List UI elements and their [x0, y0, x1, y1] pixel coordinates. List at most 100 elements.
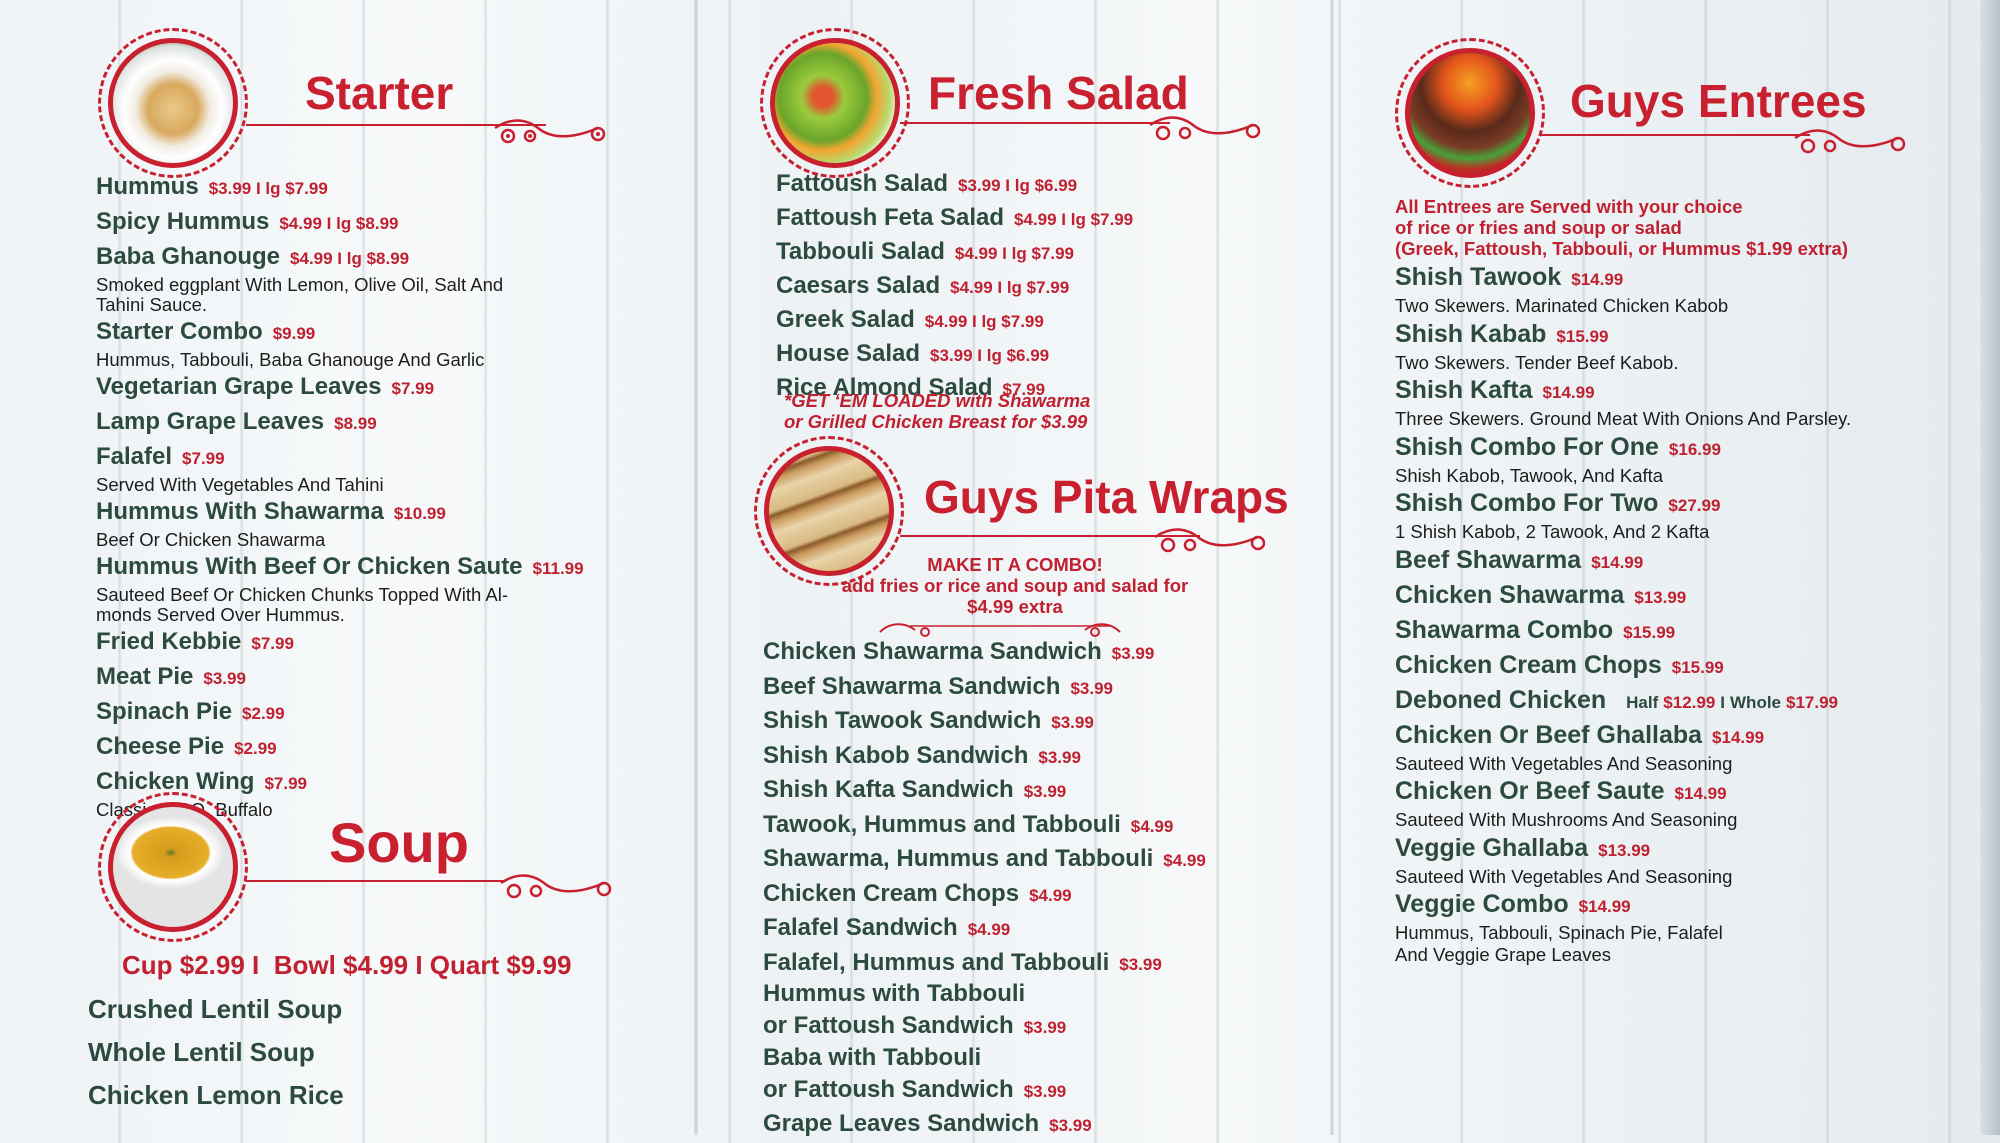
- section-title-starter: Starter: [305, 67, 454, 119]
- item-name-line: Shawarma Combo $15.99: [1395, 616, 1851, 648]
- item-name: Veggie Combo: [1395, 890, 1569, 918]
- item-price: $4.99: [1029, 885, 1072, 905]
- item-name-line: Chicken Or Beef Saute $14.99: [1395, 777, 1851, 809]
- menu-item: Spinach Pie $2.99: [96, 697, 584, 730]
- item-name-line: Baba with Tabbouli: [763, 1043, 1206, 1074]
- menu-item: Lamp Grape Leaves $8.99: [96, 407, 584, 440]
- item-price: $13.99: [1598, 840, 1651, 860]
- menu-item: Chicken Cream Chops $15.99: [1395, 651, 1851, 683]
- item-name: Shish Kafta: [1395, 376, 1533, 404]
- item-name-line: Fried Kebbie $7.99: [96, 627, 584, 660]
- item-description: Three Skewers. Ground Meat With Onions A…: [1395, 408, 1852, 429]
- item-name: Chicken Cream Chops: [763, 879, 1020, 907]
- item-name: Shish Kafta Sandwich: [763, 776, 1014, 803]
- item-name: Shish Combo For One: [1395, 432, 1659, 461]
- item-name: Tabbouli Salad: [776, 238, 945, 265]
- menu-item: Beef Shawarma $14.99: [1395, 546, 1851, 578]
- entrees-note: All Entrees are Served with your choice …: [1395, 196, 1848, 259]
- soup-bowl-image: [98, 792, 248, 942]
- swirl-ornament-icon: [1149, 116, 1261, 141]
- item-name: Spinach Pie: [96, 698, 233, 725]
- menu-item: Fattoush Feta Salad $4.99 I lg $7.99: [776, 202, 1133, 236]
- menu-item: Hummus $3.99 I lg $7.99: [96, 172, 584, 205]
- item-name: Shish Tawook: [1395, 263, 1562, 291]
- item-name: Fattoush Feta Salad: [776, 204, 1005, 231]
- item-description: Two Skewers. Tender Beef Kabob.: [1395, 351, 1679, 373]
- section-title-guys-pita-wraps: Guys Pita Wraps: [924, 471, 1289, 523]
- item-name-line: Tawook, Hummus and Tabbouli $4.99: [763, 809, 1206, 844]
- item-price: $11.99: [532, 559, 584, 578]
- menu-item: Beef Shawarma Sandwich $3.99: [763, 671, 1206, 706]
- swirl-ornament-icon: [500, 874, 612, 899]
- loaded-note: *GET ‘EM LOADED with Shawarma or Grilled…: [784, 390, 1090, 432]
- item-price: $4.99 I lg $7.99: [954, 244, 1074, 263]
- item-name-line: Falafel $7.99: [96, 442, 584, 475]
- menu-item: Falafel, Hummus and Tabbouli $3.99: [763, 947, 1206, 982]
- item-price: $4.99: [1163, 851, 1206, 870]
- item-name: Crushed Lentil Soup: [88, 994, 343, 1024]
- item-description: Sauteed Beef Or Chicken Chunks Topped Wi…: [96, 584, 509, 605]
- entrees-note-line: All Entrees are Served with your choice: [1395, 196, 1743, 217]
- menu-item: Chicken Or Beef Ghallaba $14.99 Sauteed Wi…: [1395, 721, 1851, 775]
- item-name: Chicken Wing: [96, 768, 255, 795]
- item-price: $14.99: [1542, 383, 1595, 402]
- item-price: $3.99 I lg $6.99: [930, 346, 1050, 365]
- item-name-line: Spicy Hummus $4.99 I lg $8.99: [96, 207, 584, 240]
- item-description: Smoked eggplant With Lemon, Olive Oil, S…: [96, 274, 504, 295]
- salad-item-list: Fattoush Salad $3.99 I lg $6.99 Fattoush F…: [776, 168, 1133, 406]
- item-name: Shish Kabob Sandwich: [763, 741, 1029, 769]
- swirl-ornament-icon: [1154, 528, 1266, 553]
- item-name-line: Falafel Sandwich $4.99: [763, 912, 1206, 947]
- item-name-line: Falafel, Hummus and Tabbouli $3.99: [763, 947, 1206, 982]
- menu-item: Meat Pie $3.99: [96, 662, 584, 695]
- section-title-fresh-salad: Fresh Salad: [928, 67, 1189, 119]
- loaded-note-line: *GET ‘EM LOADED with Shawarma: [784, 390, 1091, 411]
- menu-item: Falafel Sandwich $4.99: [763, 912, 1206, 947]
- item-name-line: Starter Combo $9.99: [96, 317, 584, 350]
- price-part: $17.99: [1786, 692, 1839, 712]
- item-name-line: Chicken Shawarma Sandwich $3.99: [763, 636, 1206, 671]
- title-rule: [900, 122, 1170, 124]
- item-name-line: Chicken Wing $7.99: [96, 767, 584, 800]
- item-name-line: Caesars Salad $4.99 I lg $7.99: [776, 270, 1133, 304]
- item-price: $4.99: [1130, 816, 1174, 836]
- item-name: Lamp Grape Leaves: [96, 408, 325, 435]
- panel-divider: [694, 0, 698, 1135]
- item-description: Hummus, Tabbouli, Spinach Pie, Falafel: [1395, 922, 1723, 943]
- item-price: $3.99: [1111, 644, 1155, 663]
- item-price: $3.99: [1038, 747, 1081, 767]
- item-price: $10.99: [393, 504, 446, 523]
- title-rule: [1540, 134, 1810, 136]
- item-price: $27.99: [1668, 496, 1721, 515]
- item-price: $15.99: [1671, 657, 1724, 677]
- title-rule: [900, 535, 1200, 537]
- kabob-skewers-image: [1395, 38, 1545, 188]
- item-name: Shawarma Combo: [1395, 615, 1614, 644]
- menu-item: Shawarma, Hummus and Tabbouli $4.99: [763, 843, 1206, 878]
- item-price: $7.99: [264, 774, 308, 793]
- menu-item: Shish Kabob Sandwich $3.99: [763, 740, 1206, 775]
- item-name-line: Chicken Or Beef Ghallaba $14.99: [1395, 721, 1851, 753]
- item-name-line: Beef Shawarma $14.99: [1395, 546, 1851, 578]
- swirl-ornament-icon: [494, 119, 606, 144]
- item-price: $3.99: [1023, 1018, 1067, 1037]
- item-name: Chicken Shawarma Sandwich: [763, 638, 1102, 665]
- item-name-line: Shish Tawook $14.99: [1395, 263, 1851, 295]
- starter-item-list: Hummus $3.99 I lg $7.99 Spicy Hummus $4.99 …: [96, 172, 584, 822]
- menu-item: Shawarma Combo $15.99: [1395, 616, 1851, 648]
- item-price: $14.99: [1571, 270, 1624, 289]
- item-price: $16.99: [1668, 439, 1721, 459]
- item-name: Shish Combo For Two: [1395, 489, 1659, 517]
- item-name-line: Spinach Pie $2.99: [96, 697, 584, 730]
- menu-item: Starter Combo $9.99 Hummus, Tabbouli, Baba…: [96, 317, 584, 370]
- menu-item: Veggie Ghallaba $13.99 Sauteed With Vegeta…: [1395, 834, 1851, 888]
- item-name: Baba with Tabbouli: [763, 1043, 982, 1071]
- item-description: Shish Kabob, Tawook, And Kafta: [1395, 464, 1664, 486]
- item-description: Sauteed With Mushrooms And Seasoning: [1395, 809, 1738, 830]
- item-name-line: Shish Kabob Sandwich $3.99: [763, 740, 1206, 775]
- item-name-line: Cheese Pie $2.99: [96, 732, 584, 765]
- hummus-bowl-image: [98, 28, 248, 178]
- item-name: Deboned Chicken: [1395, 685, 1607, 714]
- item-name: Beef Shawarma: [1395, 545, 1582, 574]
- item-name-line: Fattoush Salad $3.99 I lg $6.99: [776, 168, 1133, 202]
